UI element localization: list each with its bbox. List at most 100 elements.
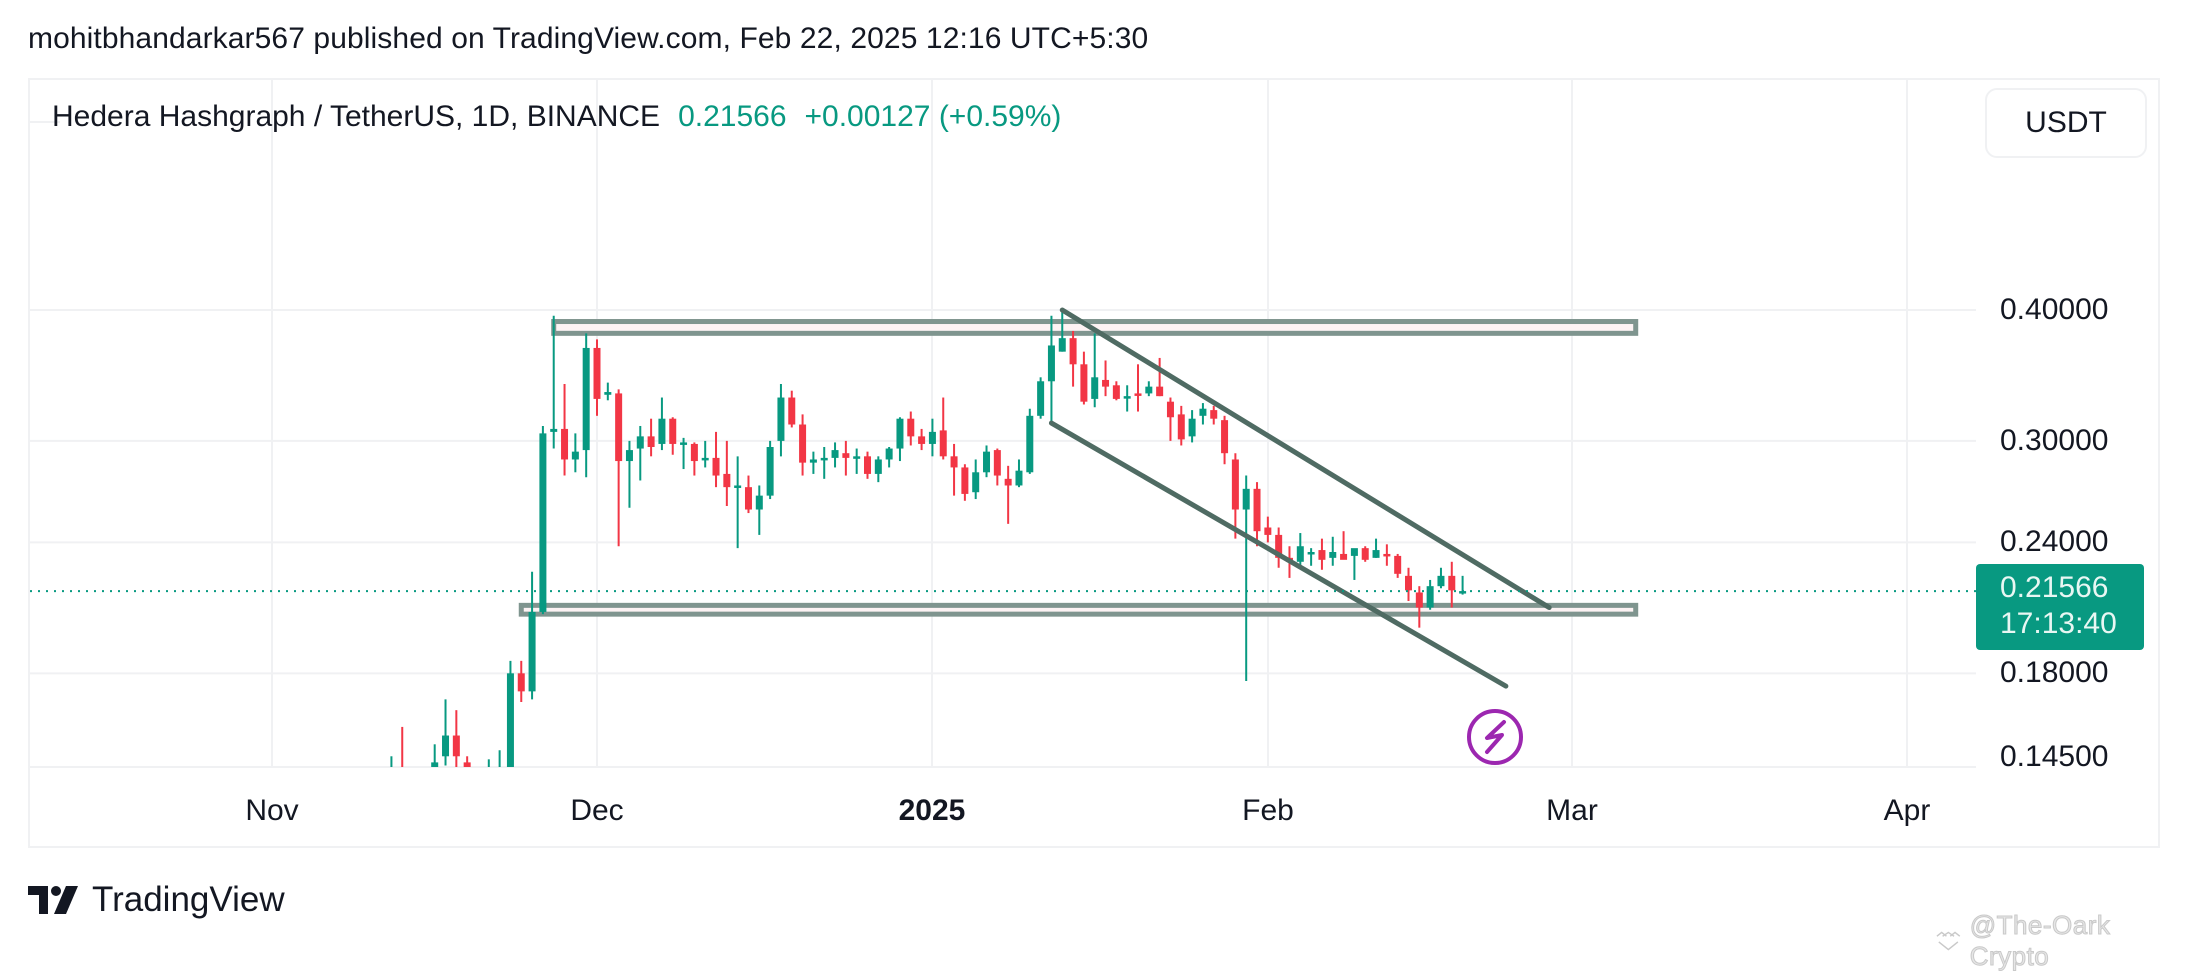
candle-down [452,735,460,757]
candle-down [723,473,731,488]
candle-up [1015,470,1023,486]
candle-up [983,451,991,473]
candle-up [550,428,558,432]
channel-lower [1048,420,1509,689]
candle-down [1166,401,1174,418]
candle-up [1426,586,1434,608]
chart-canvas[interactable] [0,0,2187,948]
last-price-value: 0.21566 [678,100,787,133]
candle-up [831,450,839,458]
candle-up [571,451,579,460]
candle-up [658,418,666,444]
candle-down [1069,338,1077,365]
candle-up [820,457,828,461]
candle-down [1405,575,1412,591]
candle-up [539,433,547,612]
plot-area[interactable] [388,307,1639,775]
candle-up [928,431,936,444]
candle-down [961,467,969,494]
candle-up [972,472,980,493]
candle-down [399,769,406,772]
candle-up [755,495,763,510]
candle-up [625,450,633,462]
candle-up [1037,381,1045,416]
candle-up [506,673,514,767]
candle-down [842,453,850,458]
candle-up [604,392,612,395]
last-price-box-value: 0.21566 [2000,571,2109,604]
countdown-timer: 17:13:40 [2000,607,2117,640]
candle-up [1123,396,1131,399]
candle-up [528,611,536,692]
price-axis-label: 0.40000 [2000,293,2109,326]
last-price-marker: 0.21566 17:13:40 [1976,564,2144,650]
candle-up [582,347,590,451]
candle-down [1177,414,1185,440]
candle-up [442,735,450,757]
candle-down [1318,550,1326,560]
candle-up [896,418,904,449]
time-axis-label: Feb [1242,794,1294,827]
tradingview-logo[interactable]: TradingView [28,880,285,920]
candle-down [993,450,1001,476]
candle-down [1112,385,1120,399]
publish-line: mohitbhandarkar567 published on TradingV… [28,22,1149,55]
candle-up [809,459,817,463]
diamond-logo-icon [1936,931,1961,951]
candle-up [1242,488,1250,510]
candle-down [1231,459,1239,510]
candle-down [1448,575,1456,591]
candle-down [561,428,569,460]
time-axis-label: Apr [1883,794,1931,827]
candle-down [1415,592,1423,608]
candle-down [517,673,525,692]
candle-down [593,347,601,399]
candle-up [496,769,503,772]
candle-down [1102,379,1110,387]
candle-up [766,447,774,496]
candle-down [1383,553,1391,557]
tradingview-logo-icon [28,886,78,914]
symbol-title[interactable]: Hedera Hashgraph / TetherUS, 1D, BINANCE [52,100,661,133]
candle-down [950,456,958,468]
candle-down [864,456,871,474]
candle-down [712,457,720,476]
lightning-bolt-icon [1485,720,1506,754]
candle-down [744,487,752,510]
candle-down [1253,488,1261,532]
candle-up [701,457,709,461]
candle-up [1329,552,1337,558]
candle-up [1188,418,1196,437]
candle-down [907,418,915,437]
candle-down [939,430,947,457]
candle-up [1372,550,1380,558]
support-zone [518,602,1639,617]
candle-down [918,436,926,444]
candle-down [1221,420,1229,454]
candle-up [1058,338,1066,352]
candle-up [431,762,439,767]
candle-up [1145,386,1153,394]
price-axis-clipped-label: 0.14500 [2000,742,2109,768]
candle-up [1091,377,1099,399]
candle-down [1264,527,1272,535]
candle-up [1199,408,1207,416]
candle-up [885,448,893,460]
candle-up [874,459,882,474]
candle-down [1275,534,1283,558]
candle-up [388,769,395,772]
candle-up [1437,575,1445,587]
price-axis-label: 0.30000 [2000,423,2109,457]
candle-down [1340,553,1348,560]
candle-down [1134,393,1142,396]
candle-up [777,397,785,441]
currency-button[interactable]: USDT [1985,88,2147,158]
time-axis-label: Dec [570,794,624,827]
time-axis-label: Mar [1546,794,1598,827]
candle-up [1047,345,1055,382]
time-axis-label: 2025 [898,794,966,827]
candle-down [615,393,623,462]
candle-up [853,456,861,459]
watermark: @The-Oark Crypto [1935,910,2187,972]
price-axis-label: 0.24000 [2000,525,2109,559]
